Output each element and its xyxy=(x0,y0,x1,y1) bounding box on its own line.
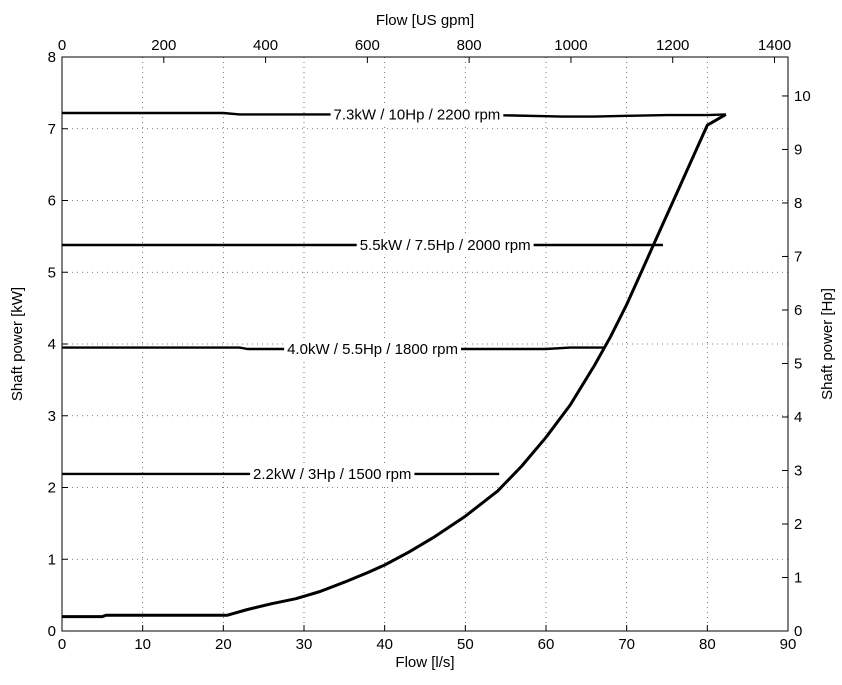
top-tick-label: 600 xyxy=(355,37,380,54)
top-tick-label: 0 xyxy=(58,37,66,54)
curve-label-4-0kw-5-5hp-1800-rpm: 4.0kW / 5.5Hp / 1800 rpm xyxy=(287,341,458,358)
y-tick-label: 5 xyxy=(48,264,56,281)
x-axis-title: Flow [l/s] xyxy=(395,654,454,671)
x-tick-label: 60 xyxy=(538,636,555,653)
y-tick-label: 7 xyxy=(48,121,56,138)
series-line-0 xyxy=(62,113,727,619)
top-tick-label: 1200 xyxy=(656,37,689,54)
top-tick-label: 1000 xyxy=(554,37,587,54)
top-tick-label: 200 xyxy=(151,37,176,54)
x-tick-label: 70 xyxy=(618,636,635,653)
right-tick-label: 6 xyxy=(794,302,802,319)
x-tick-label: 80 xyxy=(699,636,716,653)
right-axis-title: Shaft power [Hp] xyxy=(819,288,836,400)
x-tick-label: 90 xyxy=(780,636,797,653)
x-tick-label: 40 xyxy=(376,636,393,653)
curve-label-7-3kw-10hp-2200-rpm: 7.3kW / 10Hp / 2200 rpm xyxy=(334,106,501,123)
curve-label-background xyxy=(250,464,415,484)
right-tick-label: 7 xyxy=(794,248,802,265)
x-tick-label: 20 xyxy=(215,636,232,653)
right-tick-label: 9 xyxy=(794,141,802,158)
series-layer xyxy=(62,111,727,619)
curve-label-background xyxy=(284,340,462,360)
right-tick-label: 5 xyxy=(794,355,802,372)
y-axis-title: Shaft power [kW] xyxy=(9,287,26,401)
curve-label-background xyxy=(356,235,534,255)
right-tick-label: 3 xyxy=(794,462,802,479)
x-tick-label: 10 xyxy=(134,636,151,653)
x-tick-label: 0 xyxy=(58,636,66,653)
top-tick-label: 800 xyxy=(457,37,482,54)
right-tick-label: 10 xyxy=(794,88,811,105)
y-tick-label: 8 xyxy=(48,49,56,66)
x-tick-label: 30 xyxy=(296,636,313,653)
right-tick-label: 8 xyxy=(794,195,802,212)
top-axis-title: Flow [US gpm] xyxy=(376,12,474,29)
x-tick-label: 50 xyxy=(457,636,474,653)
top-tick-label: 400 xyxy=(253,37,278,54)
right-tick-label: 2 xyxy=(794,516,802,533)
curve-label-background xyxy=(330,105,504,125)
right-tick-label: 1 xyxy=(794,569,802,586)
y-tick-label: 0 xyxy=(48,623,56,640)
right-tick-label: 0 xyxy=(794,623,802,640)
y-tick-label: 1 xyxy=(48,551,56,568)
curve-label-2-2kw-3hp-1500-rpm: 2.2kW / 3Hp / 1500 rpm xyxy=(253,466,411,483)
top-tick-label: 1400 xyxy=(758,37,791,54)
y-tick-label: 3 xyxy=(48,408,56,425)
y-tick-label: 2 xyxy=(48,480,56,497)
right-tick-label: 4 xyxy=(794,409,802,426)
y-tick-label: 6 xyxy=(48,193,56,210)
curve-label-5-5kw-7-5hp-2000-rpm: 5.5kW / 7.5Hp / 2000 rpm xyxy=(360,237,531,254)
y-tick-label: 4 xyxy=(48,336,56,353)
series-line-7-3kw-10hp-2200-rpm xyxy=(62,111,726,118)
curve-labels: 7.3kW / 10Hp / 2200 rpm 5.5kW / 7.5Hp / 2… xyxy=(250,105,534,484)
